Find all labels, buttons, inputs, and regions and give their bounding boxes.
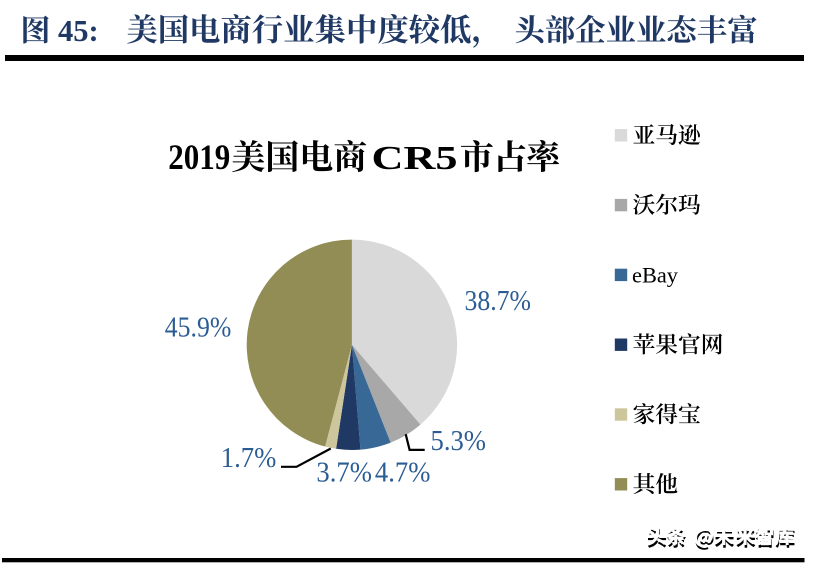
svg-text:eBay: eBay — [632, 263, 679, 288]
svg-text:5.3%: 5.3% — [431, 426, 487, 457]
svg-text:2019: 2019 — [168, 137, 230, 177]
svg-text:1.7%: 1.7% — [221, 443, 276, 474]
svg-text:45.9%: 45.9% — [165, 312, 232, 343]
svg-text:4.7%: 4.7% — [375, 457, 431, 488]
svg-text:CR5: CR5 — [372, 140, 458, 177]
svg-text:3.7%: 3.7% — [316, 457, 372, 488]
svg-text:38.7%: 38.7% — [465, 286, 532, 317]
svg-text:45:: 45: — [58, 14, 99, 48]
